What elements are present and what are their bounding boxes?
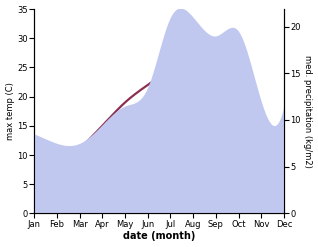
Y-axis label: max temp (C): max temp (C) bbox=[5, 82, 15, 140]
Y-axis label: med. precipitation (kg/m2): med. precipitation (kg/m2) bbox=[303, 55, 313, 168]
X-axis label: date (month): date (month) bbox=[123, 231, 195, 242]
